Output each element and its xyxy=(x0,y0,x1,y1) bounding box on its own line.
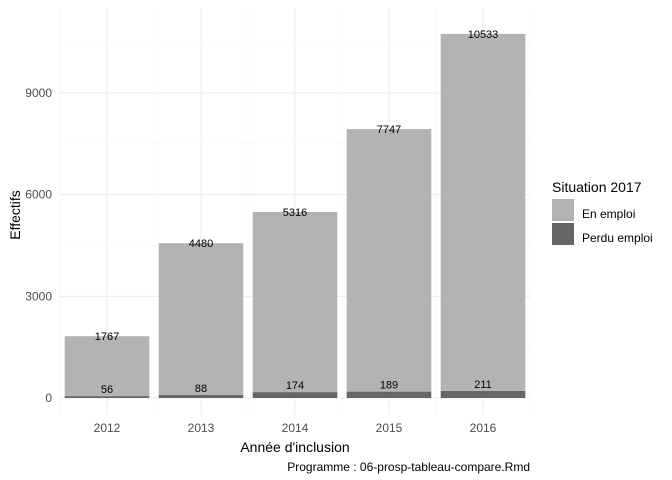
data-label-en-emploi: 4480 xyxy=(189,238,213,250)
data-label-en-emploi: 1767 xyxy=(95,331,119,343)
y-tick-label: 3000 xyxy=(25,289,52,303)
bar-en-emploi xyxy=(252,211,338,393)
legend-label-perdu-emploi: Perdu emploi xyxy=(582,231,653,245)
data-label-perdu-emploi: 189 xyxy=(380,380,398,392)
x-axis-title: Année d'inclusion xyxy=(240,439,349,455)
legend-title: Situation 2017 xyxy=(552,179,642,195)
data-label-perdu-emploi: 88 xyxy=(195,383,207,395)
x-tick-label: 2014 xyxy=(282,421,309,435)
bar-perdu-emploi xyxy=(440,390,526,398)
bar-en-emploi xyxy=(440,33,526,391)
data-label-en-emploi: 7747 xyxy=(377,124,401,136)
y-tick-label: 9000 xyxy=(25,86,52,100)
legend-key-en-emploi xyxy=(552,199,574,221)
data-label-en-emploi: 5316 xyxy=(283,207,307,219)
data-label-perdu-emploi: 56 xyxy=(101,384,113,396)
y-tick-label: 0 xyxy=(45,391,52,405)
data-labels: 1767 56 4480 88 5316 174 7747 189 10533 211 xyxy=(95,29,499,396)
y-axis-ticks: 0 3000 6000 9000 xyxy=(25,86,52,405)
y-tick-label: 6000 xyxy=(25,188,52,202)
caption: Programme : 06-prosp-tableau-compare.Rmd xyxy=(287,460,530,474)
legend-key-perdu-emploi xyxy=(552,223,574,245)
bar-perdu-emploi xyxy=(252,392,338,398)
data-label-perdu-emploi: 211 xyxy=(474,379,492,391)
bars xyxy=(64,33,526,398)
bar-perdu-emploi xyxy=(346,391,432,398)
x-tick-label: 2015 xyxy=(376,421,403,435)
data-label-en-emploi: 10533 xyxy=(468,29,499,41)
legend: Situation 2017 En emploi Perdu emploi xyxy=(552,179,653,245)
bar-en-emploi xyxy=(158,243,244,396)
bar-perdu-emploi xyxy=(158,395,244,398)
x-tick-label: 2013 xyxy=(188,421,215,435)
legend-label-en-emploi: En emploi xyxy=(582,207,635,221)
x-tick-label: 2016 xyxy=(470,421,497,435)
y-axis-title: Effectifs xyxy=(7,190,23,240)
bar-en-emploi xyxy=(346,129,432,392)
x-tick-label: 2012 xyxy=(94,421,121,435)
bar-en-emploi xyxy=(64,336,150,397)
x-axis-ticks: 2012 2013 2014 2015 2016 xyxy=(94,421,497,435)
data-label-perdu-emploi: 174 xyxy=(286,380,304,392)
bar-perdu-emploi xyxy=(64,396,150,398)
